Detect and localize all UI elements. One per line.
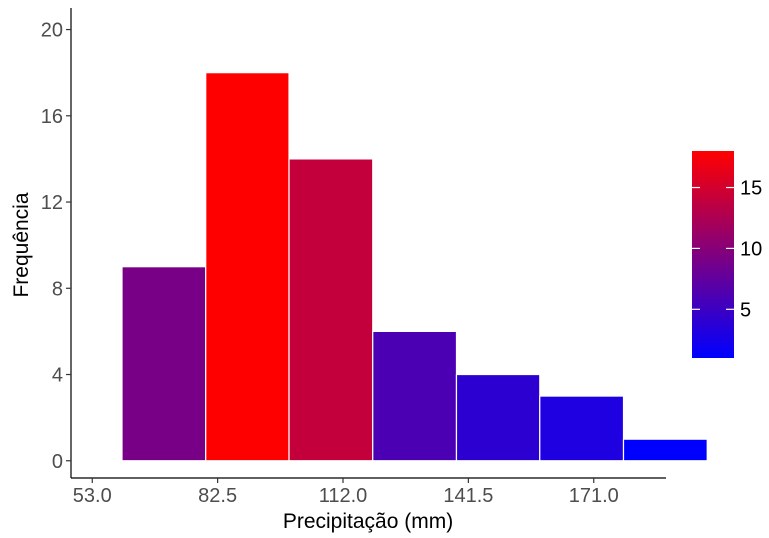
y-tick-label: 12 bbox=[41, 192, 63, 214]
histogram-bar-3 bbox=[288, 158, 374, 462]
histogram-bar-2 bbox=[205, 72, 290, 462]
colorbar-label: 10 bbox=[740, 238, 762, 260]
x-tick-label: 82.5 bbox=[198, 485, 237, 507]
y-tick-label: 0 bbox=[52, 451, 63, 473]
y-tick-label: 8 bbox=[52, 278, 63, 300]
y-axis-title: Frequência bbox=[10, 192, 33, 297]
y-tick-label: 20 bbox=[41, 20, 63, 42]
colorbar bbox=[692, 151, 734, 358]
colorbar-label: 5 bbox=[740, 299, 751, 321]
y-tick-label: 4 bbox=[52, 365, 63, 387]
x-tick-label: 112.0 bbox=[319, 485, 368, 507]
x-tick-label: 171.0 bbox=[569, 485, 619, 507]
x-tick-label: 53.0 bbox=[73, 485, 112, 507]
y-axis: 0 4 8 12 16 20 bbox=[41, 8, 72, 478]
colorbar-legend: 5 10 15 bbox=[692, 151, 762, 358]
y-tick-label: 16 bbox=[41, 106, 63, 128]
histogram-bars bbox=[121, 72, 708, 462]
histogram-bar-5 bbox=[455, 373, 541, 462]
x-tick-label: 141.5 bbox=[443, 485, 493, 507]
histogram-bar-1 bbox=[121, 266, 207, 462]
colorbar-label: 15 bbox=[740, 178, 762, 200]
x-axis-title: Precipitação (mm) bbox=[283, 510, 453, 533]
histogram-bar-6 bbox=[539, 395, 625, 462]
x-axis: 53.0 82.5 112.0 141.5 171.0 bbox=[71, 477, 666, 507]
histogram-bar-7 bbox=[622, 438, 708, 462]
histogram-bar-4 bbox=[372, 330, 458, 462]
